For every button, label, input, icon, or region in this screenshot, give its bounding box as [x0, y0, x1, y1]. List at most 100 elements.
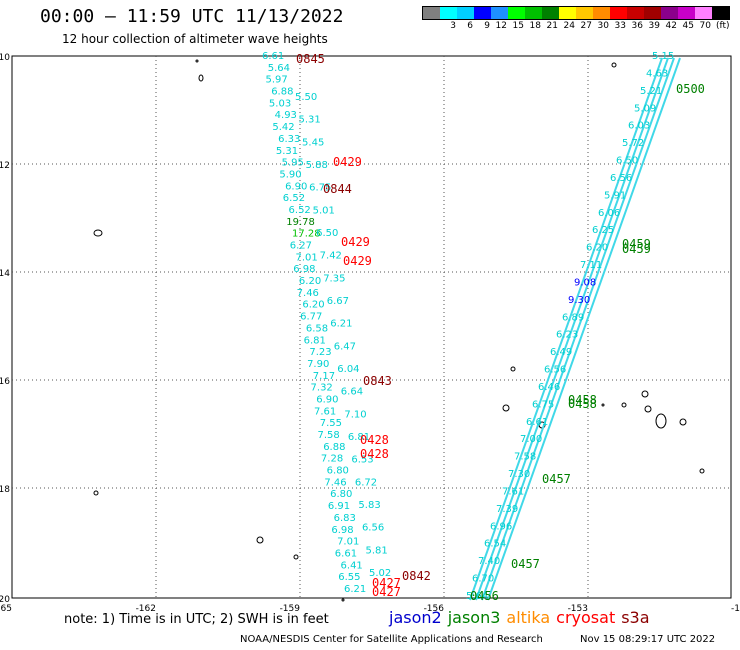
wave-height-label: 5.64 [268, 63, 290, 74]
wave-height-label: 7.32 [311, 383, 333, 394]
islands [93, 59, 705, 602]
track-time-label: 0427 [372, 576, 401, 590]
wave-height-label: 7.01 [295, 252, 317, 263]
wave-height-label: 6.61 [526, 417, 548, 428]
legend-label: 39 [648, 21, 660, 31]
wave-height-label: 6.83 [334, 513, 356, 524]
legend-label: 36 [631, 21, 643, 31]
wave-height-label: 6.04 [337, 364, 359, 375]
legend-swatch [695, 7, 712, 19]
wave-height-label: 6.21 [330, 319, 352, 330]
wave-height-label: 6.98 [331, 525, 353, 536]
east-track: 5.15 4.63 5.21 5.09 6.03 5.72 6.50 6.56 5.91 6.06… [466, 51, 681, 602]
wave-height-label: 5.15 [652, 51, 674, 62]
wave-height-label: 6.91 [328, 501, 350, 512]
wave-height-label: 6.20 [302, 300, 324, 311]
lon-tick-label: -159 [280, 604, 301, 614]
wave-height-label: 7.61 [314, 406, 336, 417]
lon-tick-label: -150 [731, 604, 740, 614]
wave-height-label: 6.58 [306, 323, 328, 334]
wave-height-label: 6.25 [592, 225, 614, 236]
island-outline [699, 468, 705, 474]
wave-height-label: 6.98 [293, 264, 315, 275]
legend-unit: (ft) [716, 21, 730, 31]
track-time-label: 0459 [622, 242, 651, 256]
wave-height-label: 7.42 [320, 251, 342, 262]
legend-label: 42 [665, 21, 677, 31]
track-time-label: 0428 [360, 433, 389, 447]
wave-height-label: 7.46 [297, 288, 319, 299]
wave-height-label: 6.21 [344, 584, 366, 595]
wave-height-label: 6.20 [586, 243, 608, 254]
wave-height-label: 6.54 [484, 539, 506, 550]
wave-height-label: 9.08 [574, 277, 596, 288]
lat-tick-label: -14 [0, 269, 10, 279]
wave-height-label: 7.00 [520, 434, 542, 445]
legend-swatch [508, 7, 525, 19]
wave-height-label: 6.52 [289, 205, 311, 216]
legend-swatch [627, 7, 644, 19]
wave-height-label: 7.35 [323, 273, 345, 284]
legend-label: 12 [495, 21, 507, 31]
wave-height-label: 5.88 [306, 160, 328, 171]
axis-ticks: -165 -162 -159 -156 -153 -150 -10 -12 -14 -16 -18 -… [0, 53, 740, 614]
west-track: 6.615.645.976.885.034.935.426.335.315.95… [262, 51, 391, 595]
east-track-line [475, 57, 669, 601]
wave-height-label: 6.33 [278, 134, 300, 145]
legend-label: 3 [450, 21, 456, 31]
legend-label: 18 [529, 21, 541, 31]
legend-label: 15 [512, 21, 524, 31]
lon-tick-label: -165 [0, 604, 12, 614]
wave-height-label: 6.89 [562, 312, 584, 323]
wave-height-label: 6.06 [598, 208, 620, 219]
island-outline [641, 390, 649, 398]
lat-tick-label: -20 [0, 595, 10, 605]
wave-height-label: 5.64 [466, 591, 488, 602]
wave-height-label: 5.50 [295, 92, 317, 103]
island-outline [621, 402, 627, 408]
legend-label: 6 [467, 21, 473, 31]
wave-height-label: 6.56 [610, 173, 632, 184]
wave-height-label: 6.70 [472, 574, 494, 585]
wave-height-label: 7.23 [309, 347, 331, 358]
track-time-label: 0843 [363, 374, 392, 388]
wave-height-label: 7.39 [496, 504, 518, 515]
color-scale-legend [422, 6, 730, 20]
wave-height-label: 7.90 [307, 359, 329, 370]
track-time-label: 0457 [511, 557, 540, 571]
wave-height-label: 6.75 [309, 183, 331, 194]
map-frame [11, 55, 732, 599]
legend-swatch [678, 7, 695, 19]
wave-height-label: 6.75 [532, 399, 554, 410]
island-outline [510, 366, 516, 372]
wave-height-label: 5.45 [302, 137, 324, 148]
wave-height-label: 6.53 [351, 455, 373, 466]
wave-height-label: 6.72 [355, 477, 377, 488]
wave-height-label: 7.58 [514, 452, 536, 463]
wave-height-label: 7.61 [502, 486, 524, 497]
track-time-label: 0456 [470, 589, 499, 603]
island-outline [679, 418, 687, 426]
east-track-line [481, 57, 675, 601]
island-outline [256, 536, 264, 544]
wave-height-label: 6.64 [341, 387, 363, 398]
track-time-label: 0458 [568, 393, 597, 407]
legend-swatch [440, 7, 457, 19]
satellite-legend: jason2 jason3 altika cryosat s3a [389, 608, 656, 627]
wave-height-label: 7.55 [320, 418, 342, 429]
wave-height-label: 7.01 [337, 537, 359, 548]
wave-height-label: 6.56 [362, 523, 384, 534]
generated-timestamp: Nov 15 08:29:17 UTC 2022 [580, 634, 716, 645]
wave-height-label: 5.72 [622, 138, 644, 149]
lon-tick-label: -162 [136, 604, 156, 614]
wave-height-label: 6.50 [316, 228, 338, 239]
wave-height-label: 6.50 [616, 156, 638, 167]
wave-height-label: 6.61 [335, 548, 357, 559]
island-outline [611, 62, 617, 68]
map-title: 00:00 – 11:59 UTC 11/13/2022 [40, 6, 344, 27]
wave-height-label: 6.77 [300, 312, 322, 323]
wave-height-label: 7.30 [508, 469, 530, 480]
track-time-label: 0428 [360, 447, 389, 461]
track-time-label: 0459 [622, 237, 651, 251]
